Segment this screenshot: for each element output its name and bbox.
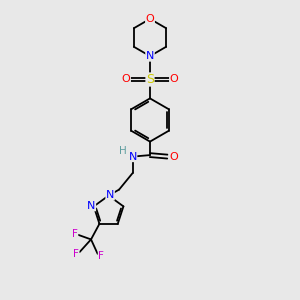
Text: N: N [146, 51, 154, 61]
Text: N: N [87, 201, 96, 211]
Text: F: F [73, 249, 79, 259]
Text: F: F [72, 229, 78, 239]
Text: O: O [146, 14, 154, 24]
Text: O: O [122, 74, 130, 85]
Text: O: O [169, 152, 178, 162]
Text: S: S [146, 73, 154, 86]
Text: H: H [119, 146, 127, 156]
Text: N: N [128, 152, 137, 162]
Text: F: F [98, 250, 104, 261]
Text: O: O [169, 74, 178, 85]
Text: N: N [106, 190, 114, 200]
